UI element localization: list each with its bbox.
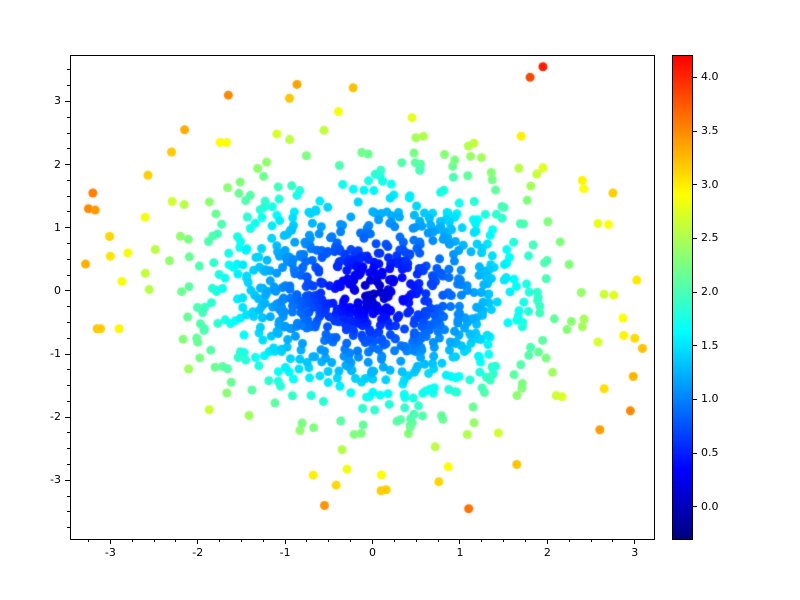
x-axis-minor-tick <box>393 539 395 542</box>
colorbar-tick-label: 2.5 <box>701 231 719 245</box>
y-axis-minor-tick <box>67 321 70 323</box>
x-axis-tick <box>109 539 111 544</box>
y-axis-minor-tick <box>67 385 70 387</box>
colorbar-tick <box>693 76 697 78</box>
y-tick-label: -3 <box>50 473 61 487</box>
y-axis-minor-tick <box>67 527 70 529</box>
colorbar-tick <box>693 291 697 293</box>
y-axis-minor-tick <box>67 179 70 181</box>
colorbar-tick-label: 3.0 <box>701 177 719 191</box>
x-axis-tick <box>197 539 199 544</box>
colorbar-tick <box>693 184 697 186</box>
y-tick-label: 2 <box>54 157 61 171</box>
colorbar-tick-label: 2.0 <box>701 285 719 299</box>
plot-area <box>70 55 655 540</box>
y-axis-minor-tick <box>67 132 70 134</box>
colorbar-tick <box>693 130 697 132</box>
x-axis-minor-tick <box>612 539 614 542</box>
colorbar-tick <box>693 452 697 454</box>
y-axis-minor-tick <box>67 69 70 71</box>
x-axis-minor-tick <box>568 539 570 542</box>
y-axis-minor-tick <box>67 274 70 276</box>
x-axis-minor-tick <box>437 539 439 542</box>
y-axis-tick <box>65 227 70 229</box>
y-axis-tick <box>65 164 70 166</box>
colorbar-tick <box>693 398 697 400</box>
colorbar-tick <box>693 506 697 508</box>
x-axis-minor-tick <box>240 539 242 542</box>
y-tick-label: 0 <box>54 283 61 297</box>
y-axis-tick <box>65 290 70 292</box>
y-axis-minor-tick <box>67 432 70 434</box>
y-axis-minor-tick <box>67 243 70 245</box>
x-tick-label: 1 <box>456 546 464 559</box>
y-axis-minor-tick <box>67 369 70 371</box>
x-axis-minor-tick <box>153 539 155 542</box>
y-axis-minor-tick <box>67 337 70 339</box>
x-axis-minor-tick <box>87 539 89 542</box>
y-axis-minor-tick <box>67 463 70 465</box>
y-axis-minor-tick <box>67 211 70 213</box>
x-axis-tick <box>284 539 286 544</box>
colorbar <box>672 55 693 540</box>
x-tick-label: 0 <box>369 546 377 559</box>
x-axis-minor-tick <box>328 539 330 542</box>
x-axis-minor-tick <box>350 539 352 542</box>
x-axis-tick <box>372 539 374 544</box>
x-axis-tick <box>459 539 461 544</box>
colorbar-tick-label: 3.5 <box>701 124 719 138</box>
x-axis-minor-tick <box>481 539 483 542</box>
scatter-points-canvas <box>71 56 654 539</box>
x-axis-minor-tick <box>503 539 505 542</box>
colorbar-tick-label: 0.0 <box>701 499 719 513</box>
x-axis-minor-tick <box>590 539 592 542</box>
y-tick-label: -1 <box>50 347 61 360</box>
colorbar-tick-label: 1.5 <box>701 338 719 352</box>
y-tick-label: 1 <box>54 220 61 234</box>
y-axis-minor-tick <box>67 306 70 308</box>
y-tick-label: -2 <box>50 410 61 424</box>
x-axis-minor-tick <box>219 539 221 542</box>
y-axis-minor-tick <box>67 258 70 260</box>
y-axis-tick <box>65 100 70 102</box>
x-axis-minor-tick <box>306 539 308 542</box>
y-axis-tick <box>65 353 70 355</box>
colorbar-tick-label: 4.0 <box>701 70 719 84</box>
y-axis-tick <box>65 479 70 481</box>
x-tick-label: -3 <box>104 546 116 559</box>
x-axis-tick <box>634 539 636 544</box>
y-axis-tick <box>65 416 70 418</box>
colorbar-tick <box>693 237 697 239</box>
x-axis-minor-tick <box>131 539 133 542</box>
y-axis-minor-tick <box>67 400 70 402</box>
y-axis-minor-tick <box>67 148 70 150</box>
y-axis-minor-tick <box>67 448 70 450</box>
x-tick-label: -2 <box>192 546 204 559</box>
colorbar-tick-label: 0.5 <box>701 446 719 460</box>
y-axis-minor-tick <box>67 195 70 197</box>
x-tick-label: 2 <box>543 546 551 559</box>
x-axis-minor-tick <box>175 539 177 542</box>
y-tick-label: 3 <box>54 94 61 108</box>
x-tick-label: 3 <box>631 546 639 559</box>
y-axis-minor-tick <box>67 511 70 513</box>
x-tick-label: -1 <box>279 546 291 559</box>
x-axis-minor-tick <box>525 539 526 542</box>
x-axis-minor-tick <box>415 539 417 542</box>
y-axis-minor-tick <box>67 85 70 87</box>
y-axis-minor-tick <box>67 116 70 118</box>
colorbar-tick <box>693 345 697 347</box>
colorbar-gradient-canvas <box>673 56 692 539</box>
colorbar-tick-label: 1.0 <box>701 392 719 406</box>
y-axis-minor-tick <box>67 495 70 497</box>
x-axis-minor-tick <box>262 539 264 542</box>
x-axis-tick <box>546 539 548 544</box>
